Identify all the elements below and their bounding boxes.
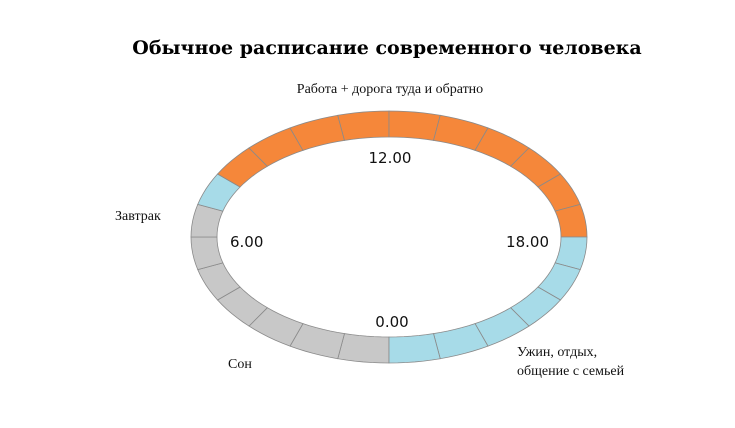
hour-label-midnight: 0.00 (375, 313, 408, 331)
hour-segment (337, 333, 390, 364)
hour-segment (388, 333, 441, 364)
label-work: Работа + дорога туда и обратно (297, 82, 483, 97)
hour-label-morning: 6.00 (230, 233, 263, 251)
hour-label-evening: 18.00 (506, 233, 549, 251)
hour-segment (388, 110, 441, 141)
label-evening-line2: общение с семьей (517, 364, 625, 379)
label-sleep: Сон (228, 357, 252, 372)
diagram-title: Обычное расписание современного человека (132, 37, 641, 59)
hour-segment (337, 110, 390, 141)
label-breakfast: Завтрак (115, 209, 161, 224)
hour-label-noon: 12.00 (369, 149, 412, 167)
label-evening-line1: Ужин, отдых, (517, 345, 597, 360)
schedule-ring (190, 110, 588, 364)
